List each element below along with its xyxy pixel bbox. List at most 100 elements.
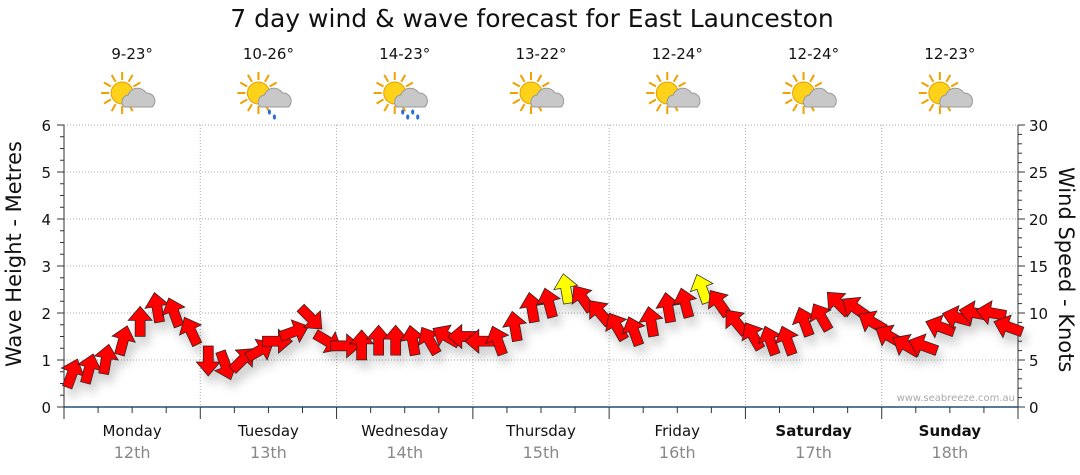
- date-label: 13th: [250, 443, 287, 462]
- raindrop: [401, 109, 405, 115]
- temperature-label: 14-23°: [379, 45, 430, 63]
- day-label: Sunday: [919, 422, 982, 440]
- sun-ray: [784, 98, 793, 105]
- day-label: Friday: [655, 422, 701, 440]
- sun-ray: [127, 74, 134, 83]
- sun-ray: [103, 98, 112, 105]
- wind-arrow: [536, 287, 561, 319]
- wind-arrow: [975, 300, 1007, 326]
- temperature-label: 13-22°: [515, 45, 566, 63]
- sun-ray: [784, 81, 793, 88]
- sun-ray: [655, 74, 662, 83]
- date-label: 12th: [114, 443, 151, 462]
- sun-ray: [921, 81, 930, 88]
- date-label: 15th: [523, 443, 560, 462]
- sun-ray: [103, 81, 112, 88]
- wind-arrow: [655, 292, 681, 324]
- day-label: Thursday: [505, 422, 576, 440]
- wind-arrow: [127, 305, 153, 337]
- date-label: 16th: [659, 443, 696, 462]
- sun-ray: [536, 74, 543, 83]
- sun-ray: [512, 98, 521, 105]
- y-tick-label-left: 4: [41, 211, 51, 229]
- wind-arrow: [993, 314, 1025, 339]
- wind-arrow: [502, 310, 528, 343]
- cloud: [257, 87, 292, 108]
- wind-arrow: [161, 297, 186, 329]
- wind-arrow: [93, 343, 119, 376]
- sun-ray: [648, 98, 657, 105]
- sun-ray: [519, 74, 526, 83]
- y-tick-label-right: 30: [1029, 117, 1048, 135]
- sun-cloud-icon: [918, 72, 974, 114]
- sun-ray: [400, 74, 407, 83]
- sun-cloud-rain-icon: [373, 72, 428, 120]
- sun-ray: [376, 81, 384, 88]
- wind-arrow: [519, 292, 545, 324]
- sun-ray: [239, 81, 248, 88]
- wind-arrow: [925, 314, 957, 339]
- sun-ray: [672, 74, 679, 83]
- sun-ray: [792, 103, 798, 112]
- y-tick-label-left: 3: [41, 258, 51, 276]
- sun-ray: [239, 98, 248, 105]
- sun-ray: [110, 103, 117, 112]
- watermark: www.seabreeze.com.au: [897, 393, 1015, 404]
- sun-ray: [519, 103, 526, 112]
- temperature-label: 12-24°: [652, 45, 703, 63]
- date-label: 18th: [931, 443, 968, 462]
- y-tick-label-left: 2: [41, 305, 51, 323]
- wind-arrow: [741, 322, 766, 352]
- sun-ray: [541, 81, 550, 88]
- sun-ray: [383, 103, 390, 112]
- sun-ray: [269, 81, 278, 88]
- sun-ray: [247, 74, 253, 83]
- sun-ray: [376, 98, 384, 105]
- sun-ray: [928, 74, 935, 83]
- sun-cloud-icon: [646, 72, 701, 114]
- sun-ray: [648, 81, 657, 88]
- temperature-label: 12-23°: [924, 45, 975, 63]
- y-tick-label-right: 25: [1029, 164, 1048, 182]
- wind-arrow: [278, 319, 310, 344]
- sun-cloud-light-rain-icon: [237, 72, 292, 120]
- wind-arrow: [908, 333, 940, 358]
- wind-arrow: [774, 325, 799, 357]
- sun-ray: [921, 98, 930, 105]
- cloud: [666, 87, 701, 108]
- sun-ray: [383, 74, 390, 83]
- chart-title: 7 day wind & wave forecast for East Laun…: [230, 4, 834, 33]
- cloud: [802, 87, 837, 108]
- raindrop: [406, 114, 410, 120]
- sun-ray: [950, 81, 959, 88]
- wind-arrow: [638, 306, 664, 338]
- wind-arrows: [60, 273, 1025, 390]
- y-tick-label-left: 0: [41, 399, 51, 417]
- cloud: [939, 87, 974, 108]
- raindrop: [267, 109, 272, 115]
- y-tick-label-right: 0: [1029, 399, 1039, 417]
- sun-ray: [110, 74, 117, 83]
- y-tick-label-left: 5: [41, 164, 51, 182]
- y-tick-label-right: 20: [1029, 211, 1048, 229]
- wind-arrow: [178, 316, 203, 348]
- raindrop: [272, 114, 277, 120]
- date-label: 14th: [386, 443, 423, 462]
- wind-arrow: [672, 287, 698, 319]
- sun-ray: [945, 74, 952, 83]
- wind-arrow: [485, 325, 510, 357]
- day-label: Monday: [103, 422, 162, 440]
- day-label: Tuesday: [237, 422, 299, 440]
- sun-ray: [132, 81, 141, 88]
- wind-arrow: [348, 329, 375, 361]
- cloud: [394, 87, 428, 108]
- sun-cloud-icon: [101, 72, 156, 114]
- sun-ray: [792, 74, 798, 83]
- y-tick-label-left: 1: [41, 352, 51, 370]
- y-tick-label-right: 10: [1029, 305, 1048, 323]
- sun-ray: [247, 103, 253, 112]
- sun-ray: [512, 81, 521, 88]
- raindrop: [411, 109, 415, 115]
